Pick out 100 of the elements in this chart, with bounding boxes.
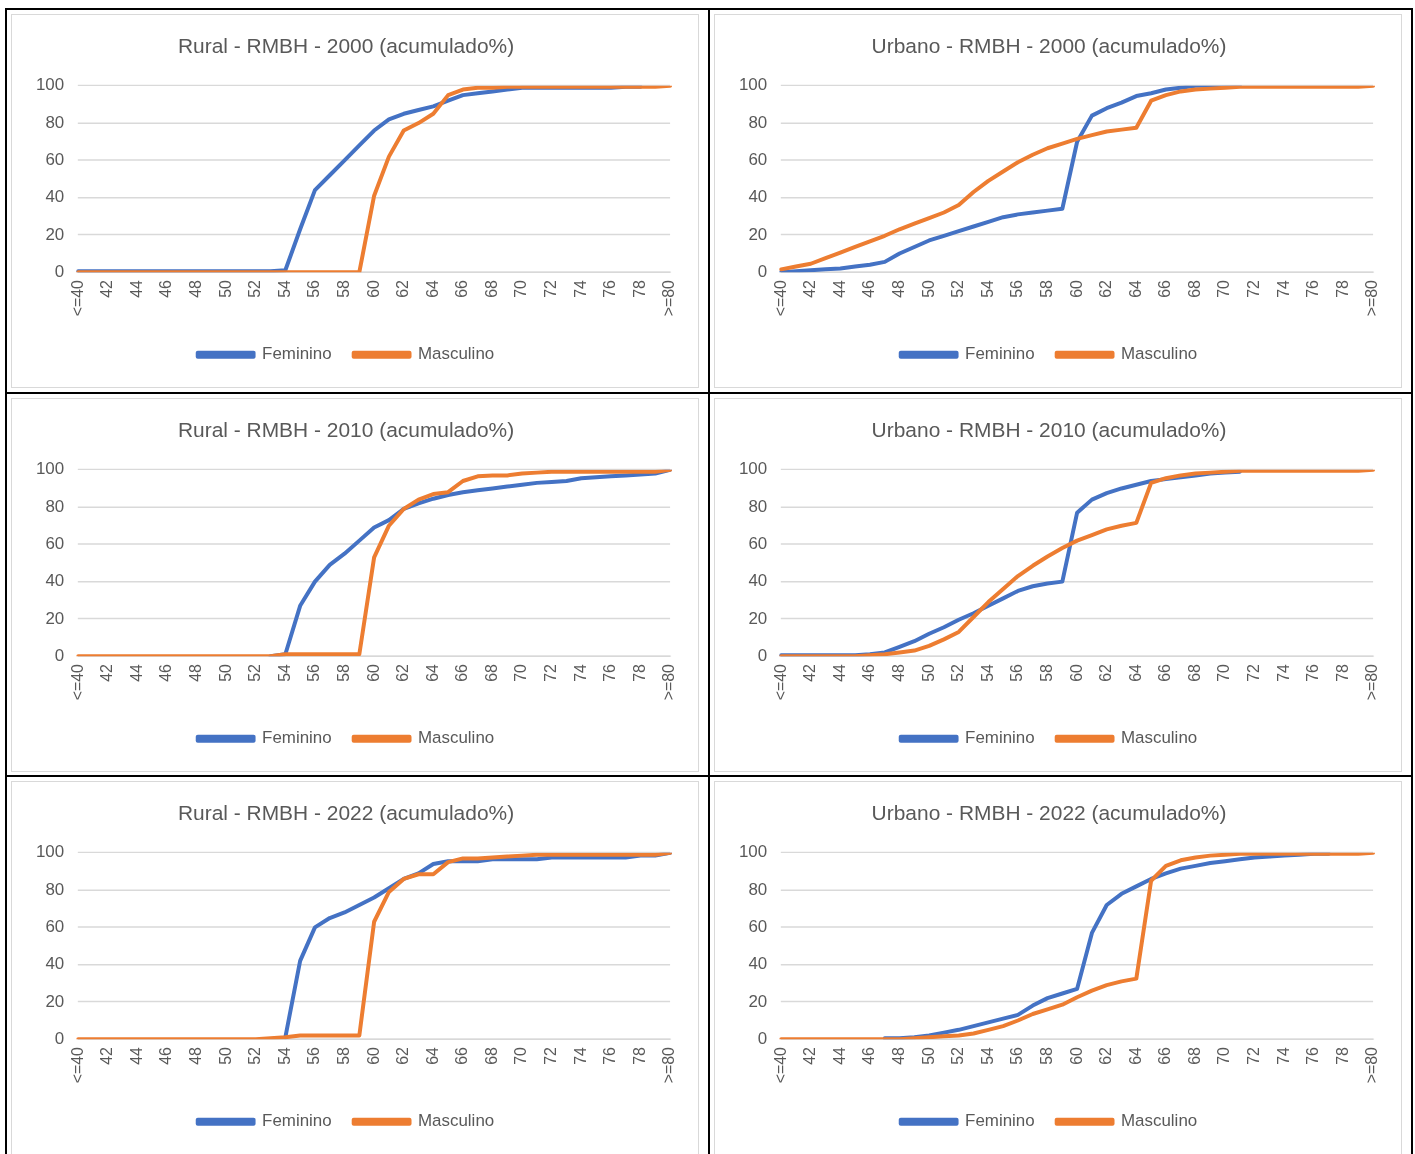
- x-tick-label: 46: [860, 663, 878, 682]
- x-tick-label: 48: [186, 1046, 204, 1065]
- x-tick-label: <=40: [771, 1046, 789, 1084]
- x-tick-label: 54: [275, 1046, 293, 1065]
- y-tick-label: 0: [54, 1028, 65, 1048]
- y-tick-label: 40: [45, 954, 65, 974]
- y-tick-label: 40: [748, 571, 768, 591]
- x-tick-label: <=40: [771, 279, 789, 317]
- x-tick-label: >=80: [660, 279, 678, 317]
- x-tick-label: 44: [127, 663, 145, 682]
- x-tick-label: 74: [571, 1046, 589, 1065]
- chart-title: Urbano - RMBH - 2010 (acumulado%): [871, 418, 1227, 442]
- x-tick-label: 60: [364, 1046, 382, 1065]
- y-tick-label: 100: [738, 459, 768, 479]
- x-tick-label: 44: [127, 279, 145, 298]
- y-tick-label: 0: [757, 1028, 768, 1048]
- legend-label: Feminino: [965, 1111, 1035, 1131]
- y-tick-label: 0: [757, 645, 768, 665]
- y-tick-label: 60: [748, 150, 768, 169]
- y-tick-label: 80: [45, 879, 65, 899]
- x-tick-label: 52: [246, 663, 264, 682]
- x-tick-label: <=40: [68, 279, 86, 317]
- x-tick-label: 72: [542, 279, 560, 298]
- y-tick-label: 0: [54, 261, 65, 281]
- x-tick-label: 52: [246, 1046, 264, 1065]
- y-tick-label: 60: [748, 534, 768, 553]
- legend-label: Feminino: [262, 728, 332, 748]
- x-tick-label: 48: [186, 663, 204, 682]
- x-tick-label: 58: [334, 279, 352, 298]
- x-tick-label: >=80: [660, 663, 678, 701]
- y-tick-label: 100: [738, 75, 768, 95]
- legend-label: Feminino: [262, 1111, 332, 1131]
- x-tick-label: 44: [830, 1046, 848, 1065]
- x-tick-label: 66: [1156, 1046, 1174, 1065]
- x-tick-label: 58: [334, 1046, 352, 1065]
- x-tick-label: 68: [1185, 663, 1203, 682]
- x-tick-label: 74: [1274, 663, 1292, 682]
- x-tick-label: 48: [889, 663, 907, 682]
- x-tick-label: 42: [801, 663, 819, 682]
- x-tick-label: 60: [364, 663, 382, 682]
- x-tick-label: 46: [157, 1046, 175, 1065]
- x-tick-label: 72: [542, 663, 560, 682]
- x-tick-label: 58: [1037, 279, 1055, 298]
- x-tick-label: 52: [949, 663, 967, 682]
- legend-label: Masculino: [1121, 344, 1198, 364]
- y-tick-label: 60: [748, 917, 768, 936]
- x-tick-label: 52: [949, 1046, 967, 1065]
- x-tick-label: 60: [1067, 1046, 1085, 1065]
- y-tick-label: 60: [45, 534, 65, 553]
- y-tick-label: 40: [748, 187, 768, 207]
- x-tick-label: 50: [216, 279, 234, 298]
- y-tick-label: 20: [748, 224, 768, 244]
- y-tick-label: 20: [45, 224, 65, 244]
- x-tick-label: 54: [978, 663, 996, 682]
- x-tick-label: 42: [98, 663, 116, 682]
- x-tick-label: <=40: [68, 1046, 86, 1084]
- x-tick-label: 68: [482, 663, 500, 682]
- x-tick-label: 50: [216, 663, 234, 682]
- x-tick-label: 52: [949, 279, 967, 298]
- legend-label: Feminino: [262, 344, 332, 364]
- y-tick-label: 0: [757, 261, 768, 281]
- x-tick-label: 50: [216, 1046, 234, 1065]
- x-tick-label: 62: [394, 279, 412, 298]
- y-tick-label: 40: [45, 187, 65, 207]
- x-tick-label: 56: [305, 279, 323, 298]
- x-tick-label: 62: [394, 663, 412, 682]
- x-tick-label: 70: [1215, 279, 1233, 298]
- x-tick-label: 64: [1126, 279, 1144, 298]
- x-tick-label: >=80: [1363, 1046, 1381, 1084]
- x-tick-label: 68: [482, 279, 500, 298]
- x-tick-label: 76: [1304, 1046, 1322, 1065]
- x-tick-label: <=40: [68, 663, 86, 701]
- y-tick-label: 80: [748, 496, 768, 516]
- x-tick-label: 66: [453, 279, 471, 298]
- x-tick-label: 54: [275, 279, 293, 298]
- legend-label: Feminino: [965, 728, 1035, 748]
- x-tick-label: 58: [1037, 1046, 1055, 1065]
- x-tick-label: 76: [601, 663, 619, 682]
- x-tick-label: 64: [423, 279, 441, 298]
- x-tick-label: 54: [275, 663, 293, 682]
- x-tick-label: 66: [1156, 279, 1174, 298]
- x-tick-label: 46: [157, 663, 175, 682]
- x-tick-label: 42: [98, 1046, 116, 1065]
- legend-label: Masculino: [1121, 728, 1198, 748]
- x-tick-label: 50: [919, 663, 937, 682]
- x-tick-label: 78: [1333, 663, 1351, 682]
- y-tick-label: 20: [45, 991, 65, 1011]
- y-tick-label: 100: [35, 459, 65, 479]
- y-tick-label: 20: [748, 608, 768, 628]
- x-tick-label: 76: [1304, 279, 1322, 298]
- y-tick-label: 0: [54, 645, 65, 665]
- x-tick-label: 68: [482, 1046, 500, 1065]
- legend-label: Masculino: [1121, 1111, 1198, 1131]
- x-tick-label: 54: [978, 279, 996, 298]
- x-tick-label: 70: [512, 663, 530, 682]
- y-tick-label: 20: [45, 608, 65, 628]
- x-tick-label: 62: [1097, 663, 1115, 682]
- x-tick-label: 78: [630, 1046, 648, 1065]
- x-tick-label: 78: [630, 663, 648, 682]
- x-tick-label: 76: [601, 279, 619, 298]
